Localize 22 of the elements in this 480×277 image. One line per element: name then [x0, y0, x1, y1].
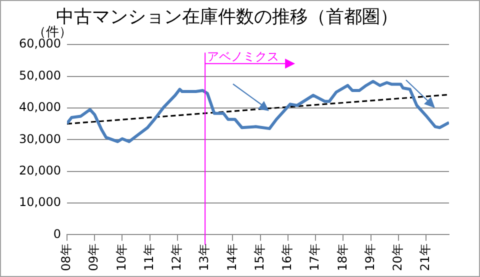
x-tick-label: 12年: [170, 244, 184, 272]
x-tick-label: 14年: [224, 244, 239, 272]
x-tick-label: 20年: [390, 244, 404, 272]
chart-title: 中古マンション在庫件数の推移（首都圏）: [56, 6, 398, 28]
x-tick-label: 08年: [59, 244, 74, 272]
y-tick-label: 40,000: [19, 100, 61, 114]
x-tick-label: 17年: [308, 244, 322, 272]
x-tick-label: 10年: [114, 244, 128, 272]
y-tick-label: 0: [53, 226, 61, 241]
y-tick-label: 20,000: [19, 163, 61, 178]
y-tick-label: 50,000: [19, 68, 61, 82]
ref-line-label: アベノミクス: [207, 50, 280, 64]
x-tick-label: 21年: [418, 244, 432, 272]
x-tick-label: 16年: [280, 244, 294, 272]
x-tick-label: 19年: [362, 244, 377, 272]
y-tick-label: 10,000: [19, 195, 61, 210]
y-tick-label: 30,000: [19, 132, 61, 146]
x-tick-label: 18年: [335, 244, 350, 272]
x-tick-label: 09年: [86, 244, 101, 272]
x-tick-label: 11年: [142, 244, 156, 272]
x-tick-label: 13年: [197, 244, 212, 272]
x-tick-label: 15年: [252, 244, 266, 272]
